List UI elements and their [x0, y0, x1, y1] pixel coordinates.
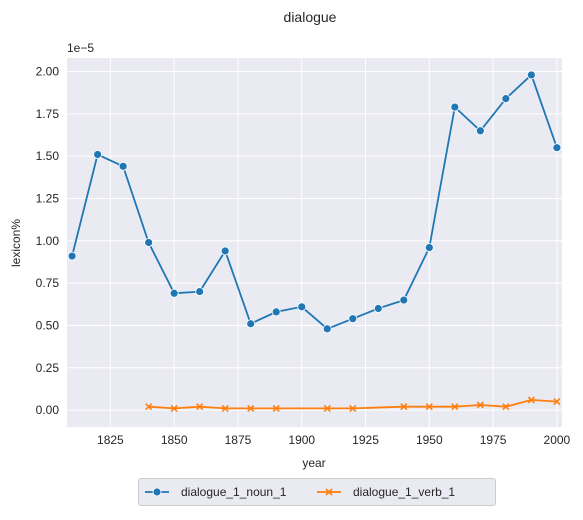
- data-point: [195, 287, 205, 296]
- data-point: [118, 161, 128, 171]
- data-point: [169, 288, 179, 298]
- data-point: [451, 403, 459, 411]
- data-point: [323, 404, 331, 412]
- y-offset-label: 1e−5: [67, 41, 94, 55]
- series-dialogue_1_noun_1: [67, 70, 562, 334]
- series-line: [71, 73, 558, 330]
- data-point: [246, 319, 256, 329]
- y-tick-label: 0.50: [36, 318, 60, 332]
- x-tick-label: 1925: [352, 433, 379, 447]
- data-point: [526, 70, 536, 80]
- x-tick-label: 1875: [225, 433, 252, 447]
- legend-entry: dialogue_1_noun_1: [145, 485, 287, 499]
- series-layer: [67, 70, 562, 412]
- data-point: [501, 94, 511, 104]
- legend-marker: [325, 488, 333, 496]
- y-tick-label: 1.75: [36, 107, 60, 121]
- plot-area: [67, 58, 562, 427]
- x-tick-label: 1975: [480, 433, 507, 447]
- y-tick-label: 0.25: [36, 361, 60, 375]
- data-point: [145, 403, 153, 411]
- chart-title: dialogue: [284, 9, 337, 25]
- data-point: [399, 295, 409, 305]
- x-tick-label: 1850: [161, 433, 188, 447]
- data-point: [220, 246, 230, 256]
- y-tick-label: 0.75: [36, 276, 60, 290]
- data-point: [170, 404, 178, 412]
- y-axis-label: lexicon%: [9, 219, 23, 267]
- x-tick-labels: 1825 1850 1875 1900 1925 1950 1975 2000: [97, 433, 571, 447]
- data-point: [349, 404, 357, 412]
- data-point: [247, 404, 255, 412]
- data-point: [221, 404, 229, 412]
- y-tick-label: 2.00: [36, 65, 60, 79]
- legend-marker: [152, 487, 162, 497]
- data-point: [348, 314, 358, 324]
- data-point: [475, 126, 485, 136]
- legend: dialogue_1_noun_1 dialogue_1_verb_1: [138, 478, 496, 506]
- data-point: [425, 403, 433, 411]
- data-point: [67, 251, 77, 261]
- y-tick-label: 1.25: [36, 191, 60, 205]
- data-point: [553, 398, 561, 406]
- y-tick-label: 1.00: [36, 234, 60, 248]
- series-dialogue_1_verb_1: [145, 396, 561, 412]
- data-point: [322, 324, 332, 334]
- data-point: [527, 396, 535, 404]
- x-tick-label: 1950: [416, 433, 443, 447]
- data-point: [552, 143, 562, 153]
- data-point: [297, 302, 307, 312]
- data-point: [144, 238, 154, 247]
- data-point: [271, 307, 281, 317]
- legend-entries: dialogue_1_noun_1 dialogue_1_verb_1: [145, 485, 455, 499]
- data-point: [476, 401, 484, 409]
- data-point: [502, 403, 510, 411]
- y-tick-label: 0.00: [36, 403, 60, 417]
- legend-entry: dialogue_1_verb_1: [317, 485, 455, 499]
- data-point: [196, 403, 204, 411]
- data-point: [272, 404, 280, 412]
- data-point: [424, 243, 434, 252]
- data-point: [373, 304, 383, 313]
- legend-label: dialogue_1_verb_1: [353, 485, 455, 499]
- data-point: [450, 102, 460, 112]
- legend-label: dialogue_1_noun_1: [181, 485, 287, 499]
- y-tick-label: 1.50: [36, 149, 60, 163]
- x-axis-label: year: [302, 456, 325, 470]
- x-tick-label: 2000: [544, 433, 571, 447]
- y-tick-labels: 0.00 0.25 0.50 0.75 1.00 1.25 1.50 1.75 2.00: [36, 65, 60, 418]
- data-point: [400, 403, 408, 411]
- x-tick-label: 1900: [288, 433, 315, 447]
- x-tick-label: 1825: [97, 433, 124, 447]
- data-point: [93, 150, 103, 159]
